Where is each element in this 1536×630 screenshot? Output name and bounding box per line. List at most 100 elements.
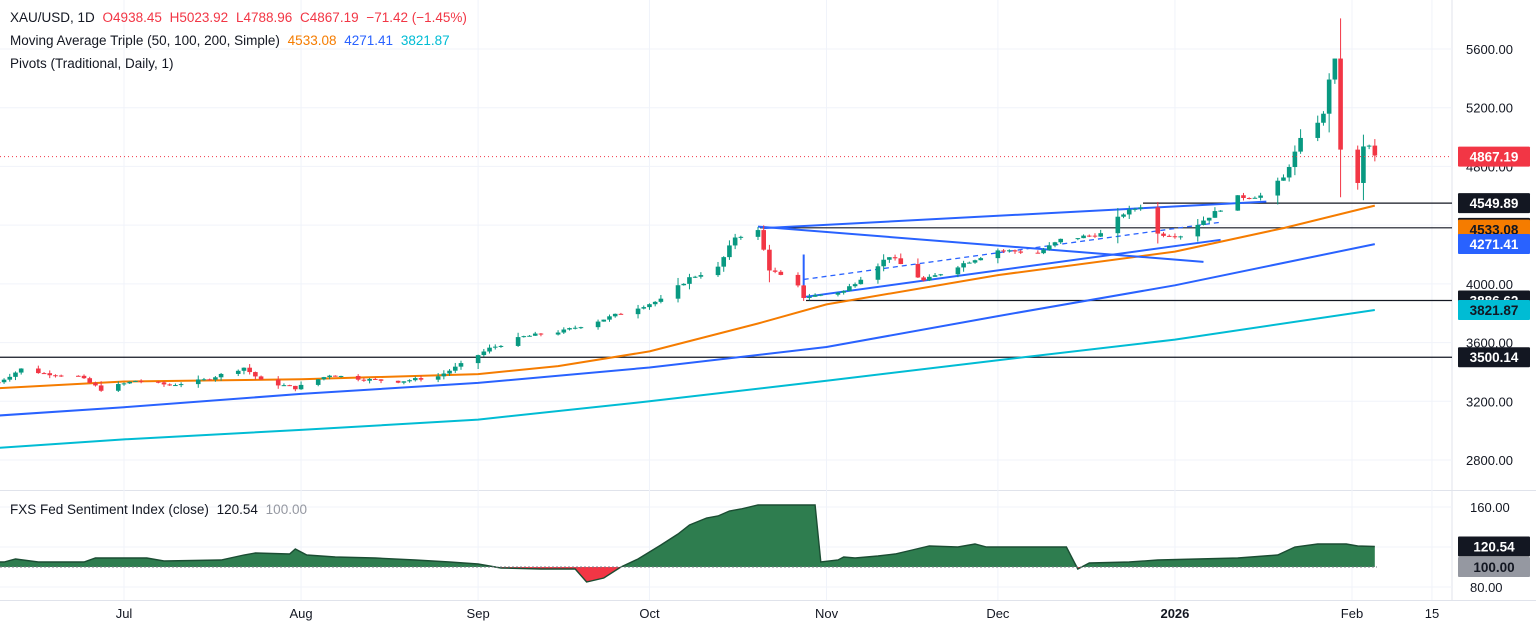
candle-up: [692, 276, 698, 278]
candle-up: [1275, 180, 1281, 196]
candle-down: [58, 375, 64, 377]
price-tick-label: 3600.00: [1466, 336, 1513, 351]
time-tick-label: Oct: [639, 606, 660, 621]
candle-down: [778, 271, 784, 275]
candle-down: [207, 379, 212, 381]
candle-up: [1258, 195, 1263, 198]
ma200-tag-text: 3821.87: [1470, 303, 1519, 318]
candle-up: [492, 346, 498, 348]
candle-up: [681, 283, 687, 286]
candle-up: [178, 384, 184, 386]
candle-up: [1007, 250, 1012, 252]
ma200-tag: 3821.87: [1458, 300, 1530, 321]
sentiment-label: FXS Fed Sentiment Index (close): [10, 502, 209, 517]
candle-down: [921, 277, 926, 281]
candle-down: [258, 376, 264, 380]
candle-up: [1081, 235, 1086, 239]
candle-up: [475, 355, 481, 364]
candle-down: [333, 375, 338, 377]
trend-line: [803, 238, 1221, 299]
candle-up: [995, 250, 1001, 259]
candle-up: [595, 321, 601, 328]
candle-up: [13, 372, 18, 377]
candle-up: [1286, 167, 1292, 178]
sentiment-last-tag-bg: [1458, 536, 1530, 557]
candle-up: [841, 290, 846, 293]
pivots-legend[interactable]: Pivots (Traditional, Daily, 1): [10, 56, 178, 71]
candle-up: [698, 275, 704, 277]
candle-down: [801, 285, 806, 298]
sentiment-baseline-tag: 100.00: [1458, 557, 1530, 577]
candle-up: [173, 385, 178, 387]
candle-up: [298, 384, 304, 390]
candle-up: [818, 294, 824, 296]
candle-up: [1315, 122, 1321, 138]
candle-up: [1058, 238, 1064, 243]
candle-up: [732, 237, 738, 246]
candle-up: [401, 381, 407, 383]
candle-down: [247, 367, 252, 373]
price-tick-label: 3200.00: [1466, 394, 1513, 409]
candle-up: [572, 327, 578, 329]
candle-up: [481, 351, 487, 356]
candle-up: [235, 370, 241, 374]
price-tick-label: 4000.00: [1466, 277, 1513, 292]
candle-up: [133, 380, 138, 382]
open-value: O4938.45: [102, 10, 162, 25]
sentiment-legend[interactable]: FXS Fed Sentiment Index (close) 120.54 1…: [10, 502, 311, 517]
ma-legend[interactable]: Moving Average Triple (50, 100, 200, Sim…: [10, 33, 454, 48]
candle-up: [807, 296, 812, 298]
time-axis[interactable]: Jul Aug Sep Oct Nov Dec 2026 Feb 15: [116, 606, 1440, 621]
last-price-tag-text: 4867.19: [1470, 150, 1519, 165]
symbol-label[interactable]: XAU/USD, 1D: [10, 10, 95, 25]
candle-up: [938, 274, 944, 276]
candle-up: [658, 298, 664, 302]
sentiment-line: [0, 504, 1375, 583]
candle-down: [275, 379, 281, 386]
candle-down: [287, 385, 292, 387]
candle-up: [412, 378, 418, 381]
pivot-tag: 4549.89: [1458, 193, 1530, 214]
candle-up: [1201, 220, 1206, 225]
time-tick-label: Feb: [1341, 606, 1363, 621]
high-value: H5023.92: [169, 10, 229, 25]
candle-down: [538, 333, 544, 335]
low-value: L4788.96: [235, 10, 293, 25]
candle-down: [898, 258, 904, 265]
sentiment-pane: [0, 504, 1377, 583]
candle-down: [373, 378, 378, 380]
candle-up: [441, 373, 447, 377]
candle-up: [121, 383, 127, 385]
candle-up: [195, 379, 201, 385]
ma100-tag-bg: [1458, 234, 1530, 255]
pivots-label: Pivots (Traditional, Daily, 1): [10, 56, 174, 71]
candle-up: [1052, 242, 1058, 246]
candle-down: [1035, 252, 1041, 254]
candle-down: [41, 373, 47, 375]
ma50-tag-text: 4533.08: [1470, 223, 1519, 238]
candle-up: [578, 327, 584, 329]
candle-down: [1338, 58, 1343, 150]
candle-up: [407, 380, 412, 382]
candle-down: [161, 382, 167, 385]
candle-down: [1012, 250, 1018, 252]
candle-down: [155, 381, 161, 383]
time-tick-label: Sep: [467, 606, 490, 621]
candle-down: [36, 368, 41, 374]
candle-up: [447, 370, 452, 374]
last-price-tag-bg: [1458, 146, 1530, 167]
candle-down: [1372, 145, 1378, 156]
pivot-tag-text: 4549.89: [1470, 196, 1519, 211]
candle-down: [1241, 195, 1246, 198]
candle-up: [601, 319, 607, 322]
change-value: −71.42 (−1.45%): [366, 10, 467, 25]
candle-up: [555, 332, 561, 335]
candle-up: [487, 347, 492, 352]
candle-up: [1132, 208, 1138, 210]
candle-down: [1355, 149, 1361, 183]
candle-up: [738, 236, 744, 238]
candle-up: [652, 301, 658, 305]
candle-down: [418, 378, 424, 380]
candle-down: [93, 382, 98, 386]
candle-down: [76, 375, 81, 377]
